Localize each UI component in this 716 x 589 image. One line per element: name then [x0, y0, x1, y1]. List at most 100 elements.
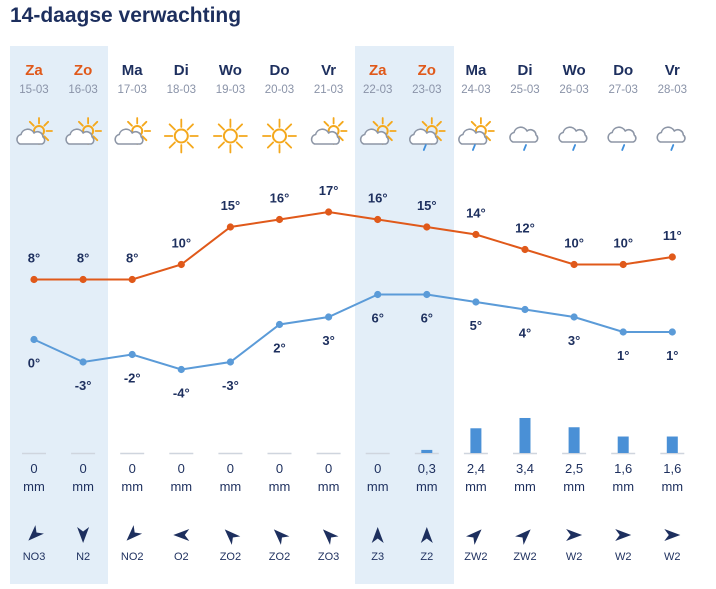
- wind-arrow-icon: [224, 529, 241, 545]
- max-temperature-label: 10°: [564, 236, 584, 251]
- day-date: 16-03: [68, 84, 97, 96]
- day-date: 23-03: [412, 84, 441, 96]
- day-name: Wo: [563, 62, 586, 79]
- rain-amount: 3,4: [516, 461, 534, 476]
- wind-label: NO3: [23, 551, 46, 563]
- wind-arrow-icon: [615, 529, 632, 541]
- wind-arrow-icon: [173, 529, 190, 541]
- max-temperature-point: [423, 223, 431, 231]
- max-temperature-label: 11°: [663, 228, 682, 243]
- rain-unit: mm: [23, 479, 45, 494]
- min-temperature-point: [570, 313, 578, 321]
- wind-label: ZW2: [513, 551, 536, 563]
- max-temperature-label: 8°: [77, 251, 89, 266]
- cloud-rain-icon: [607, 126, 637, 151]
- day-name: Wo: [219, 62, 242, 79]
- rain-unit: mm: [269, 479, 291, 494]
- wind-label: W2: [615, 551, 632, 563]
- rain-unit: mm: [220, 479, 242, 494]
- day-name: Do: [270, 62, 290, 79]
- day-date: 15-03: [19, 84, 48, 96]
- wind-arrow-icon: [273, 529, 290, 545]
- day-date: 24-03: [461, 84, 490, 96]
- sun-cloud-rain-icon: [408, 117, 446, 151]
- sun-icon: [212, 118, 248, 154]
- rain-amount: 0: [129, 461, 136, 476]
- max-temperature-label: 8°: [28, 251, 40, 266]
- max-temperature-point: [128, 275, 136, 284]
- min-temperature-label: -3°: [75, 378, 92, 393]
- wind-arrow-icon: [420, 527, 433, 543]
- min-temperature-point: [128, 350, 136, 359]
- wind-label: NO2: [121, 551, 144, 563]
- max-temperature-point: [226, 223, 234, 231]
- rain-unit: mm: [465, 479, 487, 494]
- rain-amount: 2,5: [565, 461, 583, 476]
- max-temperature-point: [374, 215, 382, 224]
- day-date: 19-03: [216, 84, 245, 96]
- min-temperature-label: -3°: [222, 378, 239, 393]
- max-temperature-label: 12°: [515, 221, 535, 236]
- max-temperature-line: [34, 210, 673, 281]
- min-temperature-point: [177, 365, 185, 374]
- min-temperature-label: 3°: [322, 333, 334, 348]
- min-temperature-point: [275, 320, 284, 329]
- day-name: Ma: [465, 62, 486, 79]
- rain-bar: [519, 417, 531, 453]
- page-title: 14-daagse verwachting: [10, 4, 242, 27]
- min-temperature-point: [325, 313, 333, 321]
- day-name: Za: [25, 62, 43, 79]
- min-temperature-point: [423, 290, 431, 299]
- rain-amount: 0: [30, 461, 37, 476]
- max-temperature-label: 10°: [613, 236, 633, 251]
- day-date: 27-03: [608, 84, 637, 96]
- rain-unit: mm: [121, 479, 143, 494]
- sun-icon: [163, 118, 199, 154]
- rain-unit: mm: [416, 479, 438, 494]
- sun-cloud-icon: [310, 117, 348, 145]
- sun-cloud-icon: [16, 117, 53, 145]
- min-temperature-label: 5°: [470, 318, 482, 333]
- min-temperature-point: [79, 358, 87, 366]
- wind-arrow-icon: [126, 525, 143, 541]
- wind-arrow-icon: [466, 529, 482, 545]
- day-name: Do: [613, 62, 633, 79]
- day-date: 21-03: [314, 84, 343, 96]
- wind-arrow-icon: [322, 529, 339, 545]
- day-date: 26-03: [559, 84, 588, 96]
- max-temperature-point: [521, 245, 529, 254]
- wind-label: N2: [76, 551, 90, 563]
- min-temperature-label: 0°: [28, 356, 40, 371]
- rain-amount: 1,6: [663, 461, 681, 476]
- min-temperature-point: [30, 335, 38, 344]
- sun-cloud-icon: [359, 117, 397, 145]
- day-name: Di: [174, 62, 189, 79]
- min-temperature-line: [33, 293, 673, 371]
- max-temperature-point: [30, 275, 38, 284]
- min-temperature-point: [472, 298, 480, 306]
- rain-unit: mm: [318, 479, 340, 494]
- max-temperature-point: [177, 260, 185, 269]
- rain-unit: mm: [514, 479, 536, 494]
- min-temperature-point: [521, 305, 529, 314]
- max-temperature-point: [79, 275, 87, 284]
- sun-cloud-icon: [65, 117, 102, 145]
- day-date: 22-03: [363, 84, 392, 96]
- wind-label: W2: [566, 551, 583, 563]
- cloud-rain-icon: [656, 126, 686, 151]
- rain-amount: 1,6: [614, 461, 632, 476]
- day-name: Di: [518, 62, 533, 79]
- max-temperature-point: [619, 260, 627, 269]
- rain-unit: mm: [612, 479, 634, 494]
- day-name: Ma: [122, 62, 143, 79]
- rain-unit: mm: [72, 479, 94, 494]
- rain-amount: 0: [325, 461, 332, 476]
- wind-label: ZO2: [220, 551, 241, 563]
- min-temperature-point: [226, 358, 234, 366]
- max-temperature-label: 10°: [171, 236, 191, 251]
- wind-arrow-icon: [371, 527, 384, 543]
- day-date: 28-03: [658, 84, 687, 96]
- rain-bar: [617, 436, 629, 453]
- max-temperature-label: 16°: [368, 191, 388, 206]
